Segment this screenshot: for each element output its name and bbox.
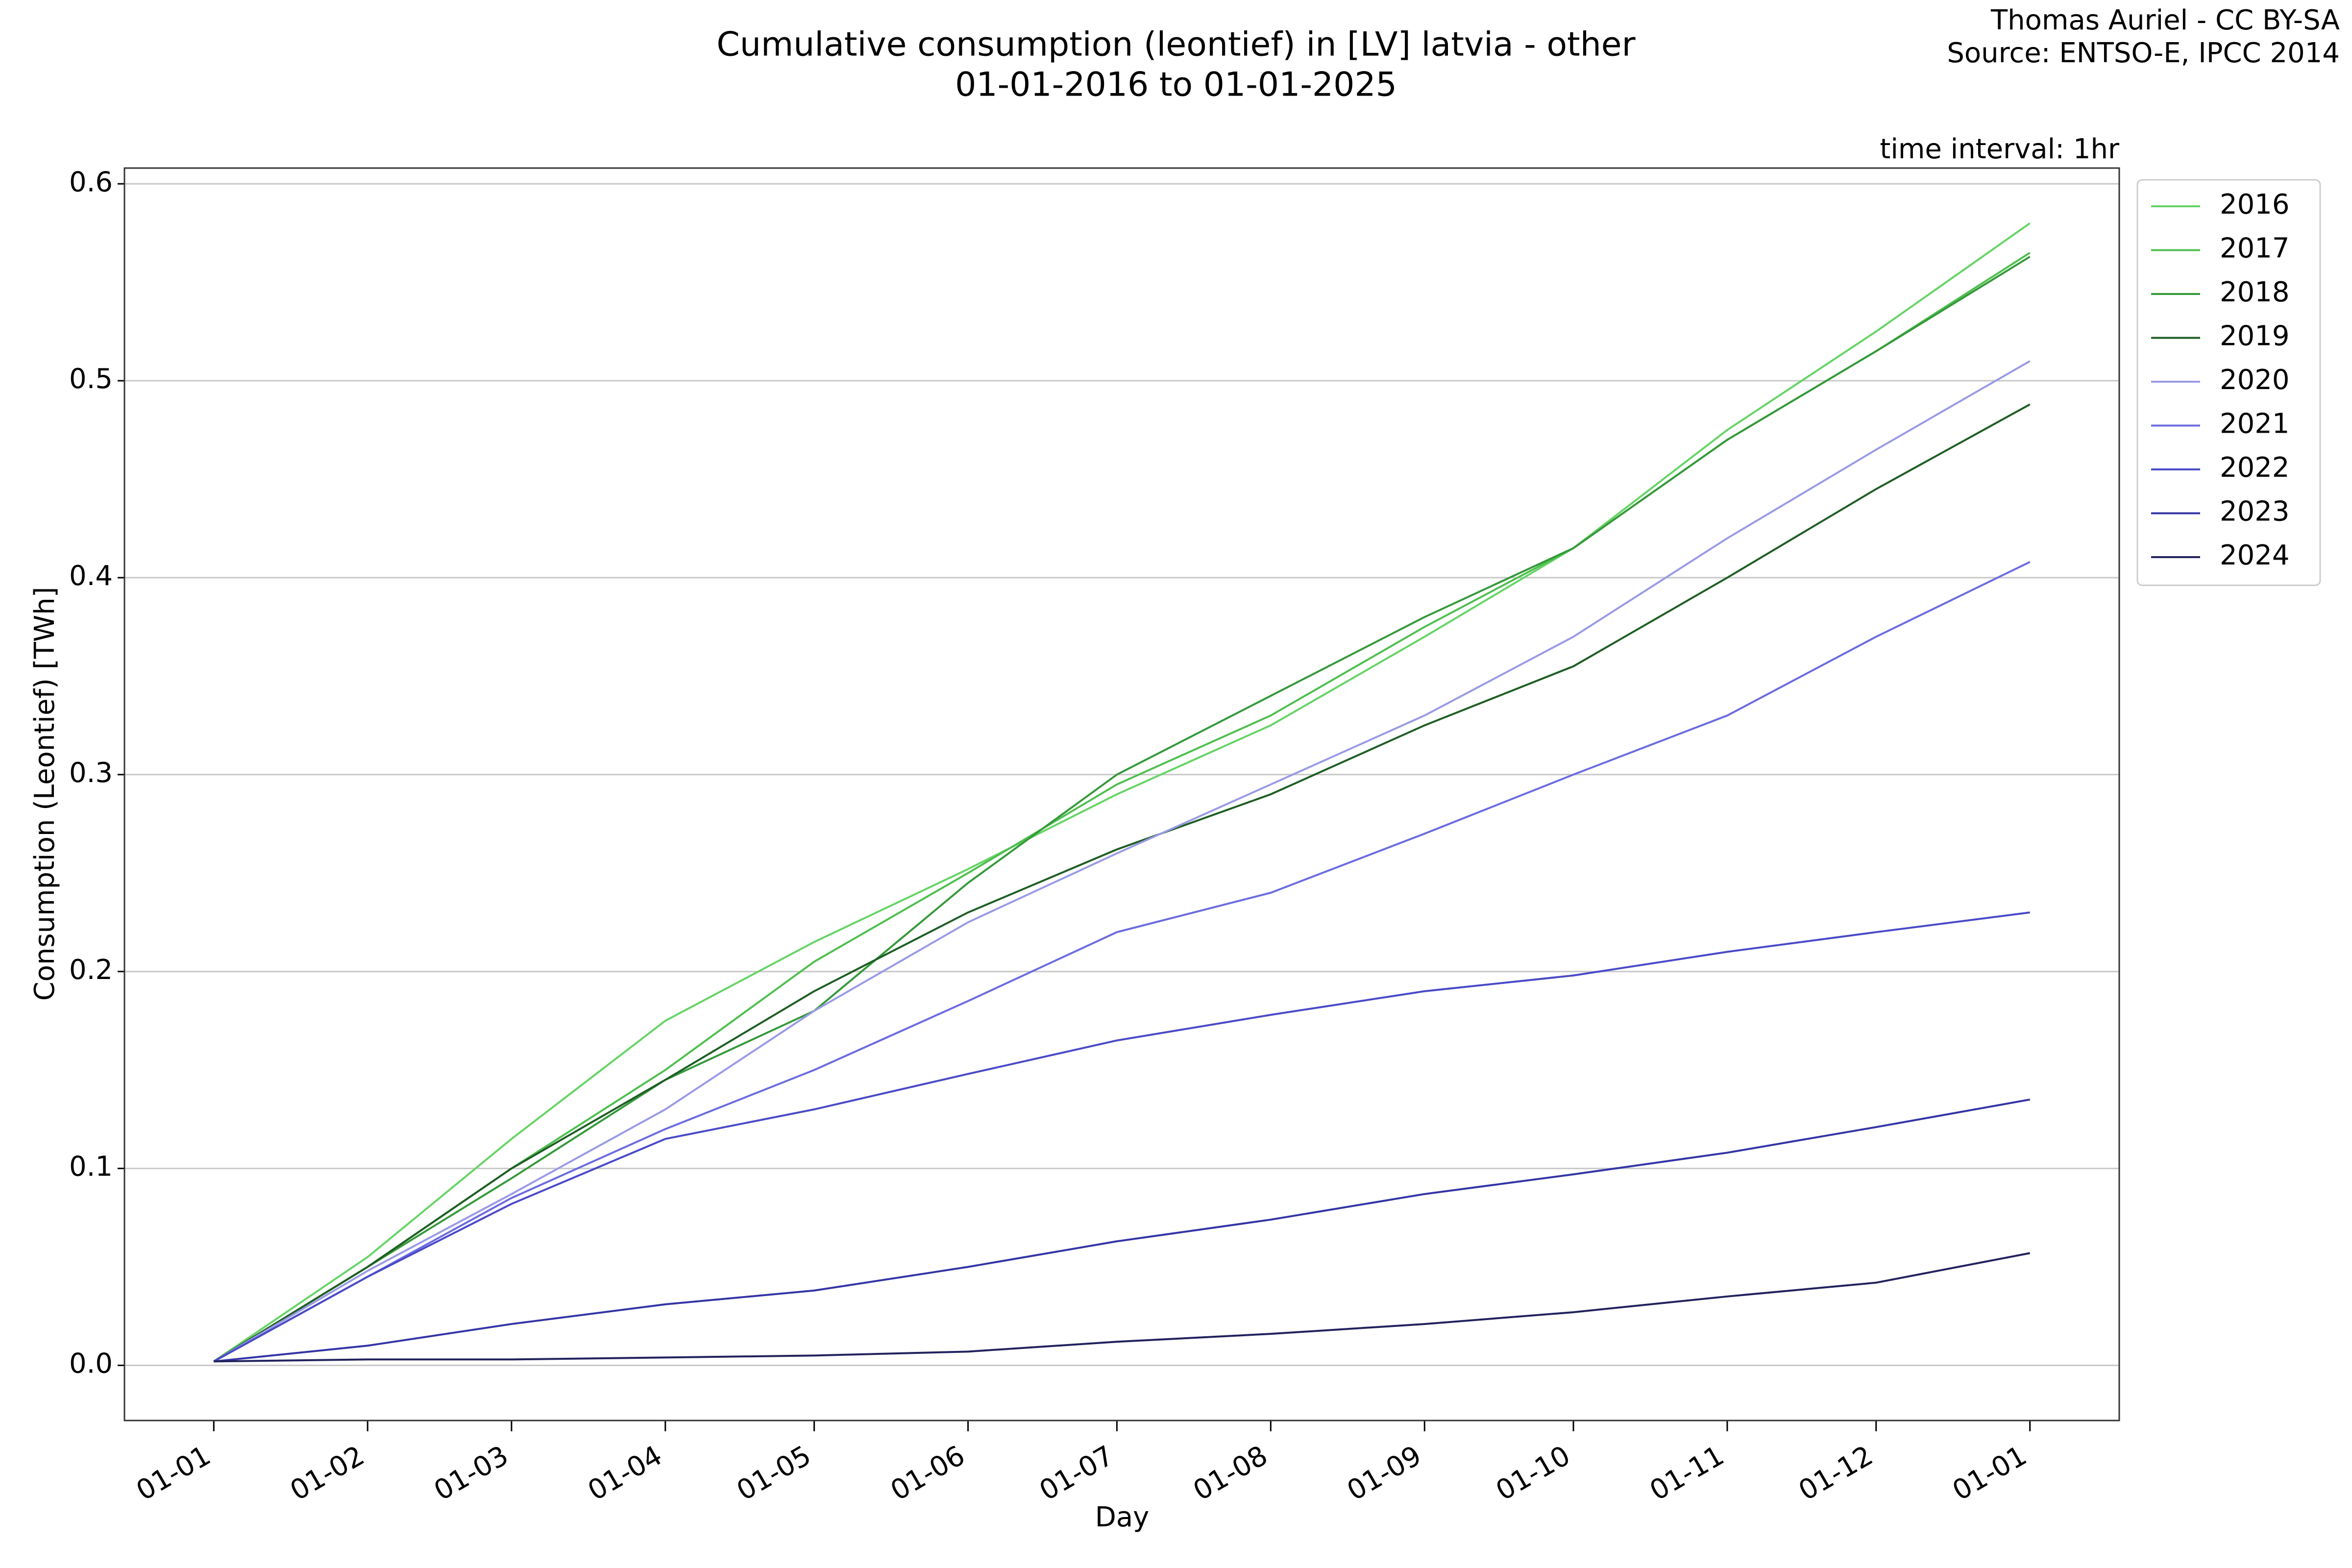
x-axis-label: Day (1095, 1501, 1150, 1533)
x-tick-label: 01-07 (1034, 1440, 1119, 1507)
series-line (213, 256, 2031, 1363)
credit: Thomas Auriel - CC BY-SA (1990, 4, 2340, 36)
x-tick-label: 01-06 (885, 1440, 970, 1507)
legend-box (2136, 179, 2321, 586)
x-tick-label: 01-12 (1793, 1440, 1878, 1507)
y-tick-label: 0.3 (69, 757, 113, 789)
legend-label: 2016 (2220, 189, 2290, 220)
annotation: time interval: 1hr (1880, 133, 2120, 165)
y-tick-label: 0.4 (69, 560, 113, 592)
plot-frame (123, 167, 2120, 1421)
x-tick-label: 01-10 (1491, 1440, 1575, 1507)
y-tick-label: 0.0 (69, 1348, 113, 1380)
legend-label: 2023 (2220, 496, 2290, 528)
series-line (213, 403, 2031, 1363)
series-line (213, 561, 2031, 1363)
series-line (213, 222, 2031, 1363)
legend-label: 2018 (2220, 276, 2290, 308)
series-line (213, 360, 2031, 1363)
series-line (214, 1252, 2031, 1363)
legend-label: 2017 (2220, 233, 2290, 265)
y-tick-label: 0.6 (69, 166, 113, 198)
x-tick-label: 01-01 (131, 1440, 216, 1507)
legend-label: 2024 (2220, 539, 2290, 571)
x-tick-label: 01-08 (1188, 1440, 1273, 1507)
legend-label: 2019 (2220, 320, 2290, 352)
legend-label: 2022 (2220, 452, 2290, 484)
x-tick-label: 01-03 (429, 1440, 514, 1507)
x-tick-label: 01-11 (1644, 1440, 1729, 1507)
x-tick-label: 01-04 (583, 1440, 667, 1507)
series-line (214, 1098, 2031, 1363)
y-tick-label: 0.2 (69, 954, 113, 986)
series-line (213, 252, 2031, 1363)
x-tick-label: 01-05 (732, 1440, 816, 1507)
x-tick-label: 01-09 (1342, 1440, 1426, 1507)
chart-subtitle: 01-01-2016 to 01-01-2025 (955, 66, 1397, 104)
x-tick-label: 01-01 (1947, 1440, 2032, 1507)
source: Source: ENTSO-E, IPCC 2014 (1947, 37, 2340, 69)
y-tick-label: 0.5 (69, 363, 113, 395)
y-axis-label: Consumption (Leontief) [TWh] (29, 587, 61, 1001)
y-tick-label: 0.1 (69, 1151, 113, 1183)
series-line (213, 911, 2030, 1363)
legend-label: 2020 (2220, 364, 2290, 396)
chart-title: Cumulative consumption (leontief) in [LV… (716, 25, 1635, 64)
legend-label: 2021 (2220, 408, 2290, 440)
x-tick-label: 01-02 (285, 1440, 369, 1507)
